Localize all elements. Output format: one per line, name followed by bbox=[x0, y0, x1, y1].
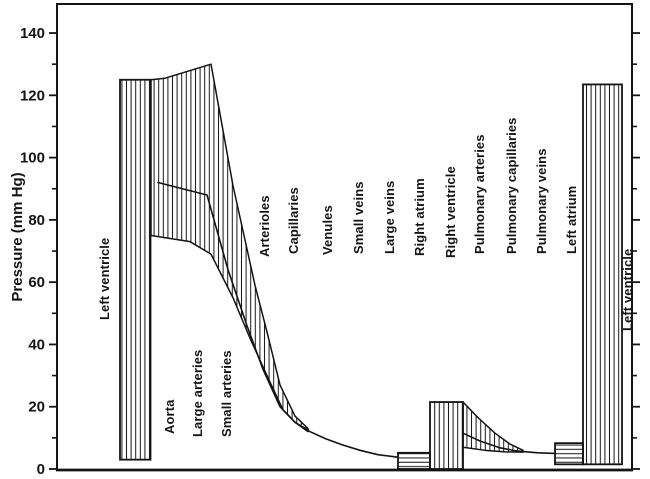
bar-left-ventricle bbox=[119, 78, 152, 461]
bar-right-ventricle bbox=[429, 401, 464, 470]
segment-label-4: Small arteries bbox=[219, 350, 234, 437]
y-tick-label: 20 bbox=[28, 399, 45, 416]
segment-label-14: Pulmonary veins bbox=[534, 148, 549, 254]
segment-label-9: Large veins bbox=[382, 181, 397, 254]
segment-label-15: Left atrium bbox=[564, 186, 579, 254]
segment-label-2: Aorta bbox=[162, 399, 177, 434]
y-tick-label: 140 bbox=[20, 25, 45, 42]
y-tick-label: 40 bbox=[28, 336, 45, 353]
y-tick-label: 60 bbox=[28, 274, 45, 291]
bar-left-ventricle-return bbox=[582, 83, 623, 466]
y-tick-label: 80 bbox=[28, 212, 45, 229]
segment-label-12: Pulmonary arteries bbox=[472, 134, 487, 254]
segment-label-5: Arterioles bbox=[257, 195, 272, 257]
line-pulmonary-mean bbox=[462, 432, 524, 453]
segment-label-6: Capillaries bbox=[286, 187, 301, 254]
y-tick-label: 120 bbox=[20, 87, 45, 104]
line-systemic-venous bbox=[307, 429, 399, 458]
line-systemic-mean bbox=[157, 181, 309, 431]
line-pulmonary-venous bbox=[522, 450, 556, 455]
segment-label-11: Right ventricle bbox=[443, 166, 458, 258]
segment-label-3: Large arteries bbox=[190, 350, 205, 437]
bar-left-atrium bbox=[554, 442, 584, 466]
y-tick-label: 100 bbox=[20, 150, 45, 167]
segment-label-1: Left ventricle bbox=[97, 238, 112, 320]
segment-label-13: Pulmonary capillaries bbox=[504, 118, 519, 255]
segment-label-7: Venules bbox=[320, 205, 335, 255]
bar-right-atrium bbox=[397, 451, 431, 470]
y-axis-title: Pressure (mm Hg) bbox=[9, 172, 26, 301]
segment-label-8: Small veins bbox=[351, 181, 366, 254]
band-systemic-arterial bbox=[150, 63, 309, 433]
y-tick-label: 0 bbox=[37, 461, 45, 478]
segment-label-10: Right atrium bbox=[412, 178, 427, 256]
